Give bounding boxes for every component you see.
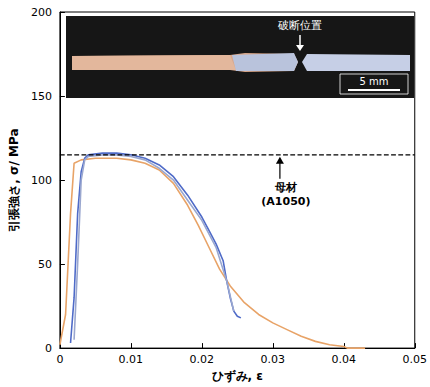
- svg-text:0.02: 0.02: [190, 353, 215, 366]
- svg-text:0: 0: [56, 353, 63, 366]
- svg-text:0.03: 0.03: [261, 353, 286, 366]
- svg-text:150: 150: [31, 90, 52, 103]
- svg-text:0.01: 0.01: [119, 353, 144, 366]
- svg-text:50: 50: [38, 258, 52, 271]
- svg-text:(A1050): (A1050): [261, 195, 310, 208]
- svg-text:0: 0: [45, 342, 52, 355]
- svg-text:5 mm: 5 mm: [359, 76, 388, 87]
- svg-text:ひずみ, ε: ひずみ, ε: [212, 369, 263, 383]
- svg-text:100: 100: [31, 174, 52, 187]
- svg-text:破断位置: 破断位置: [277, 19, 322, 32]
- svg-text:0.05: 0.05: [403, 353, 428, 366]
- svg-text:200: 200: [31, 6, 52, 19]
- svg-text:母材: 母材: [274, 181, 297, 194]
- svg-text:引張強さ, σ/ MPa: 引張強さ, σ/ MPa: [7, 128, 21, 231]
- svg-text:0.04: 0.04: [332, 353, 357, 366]
